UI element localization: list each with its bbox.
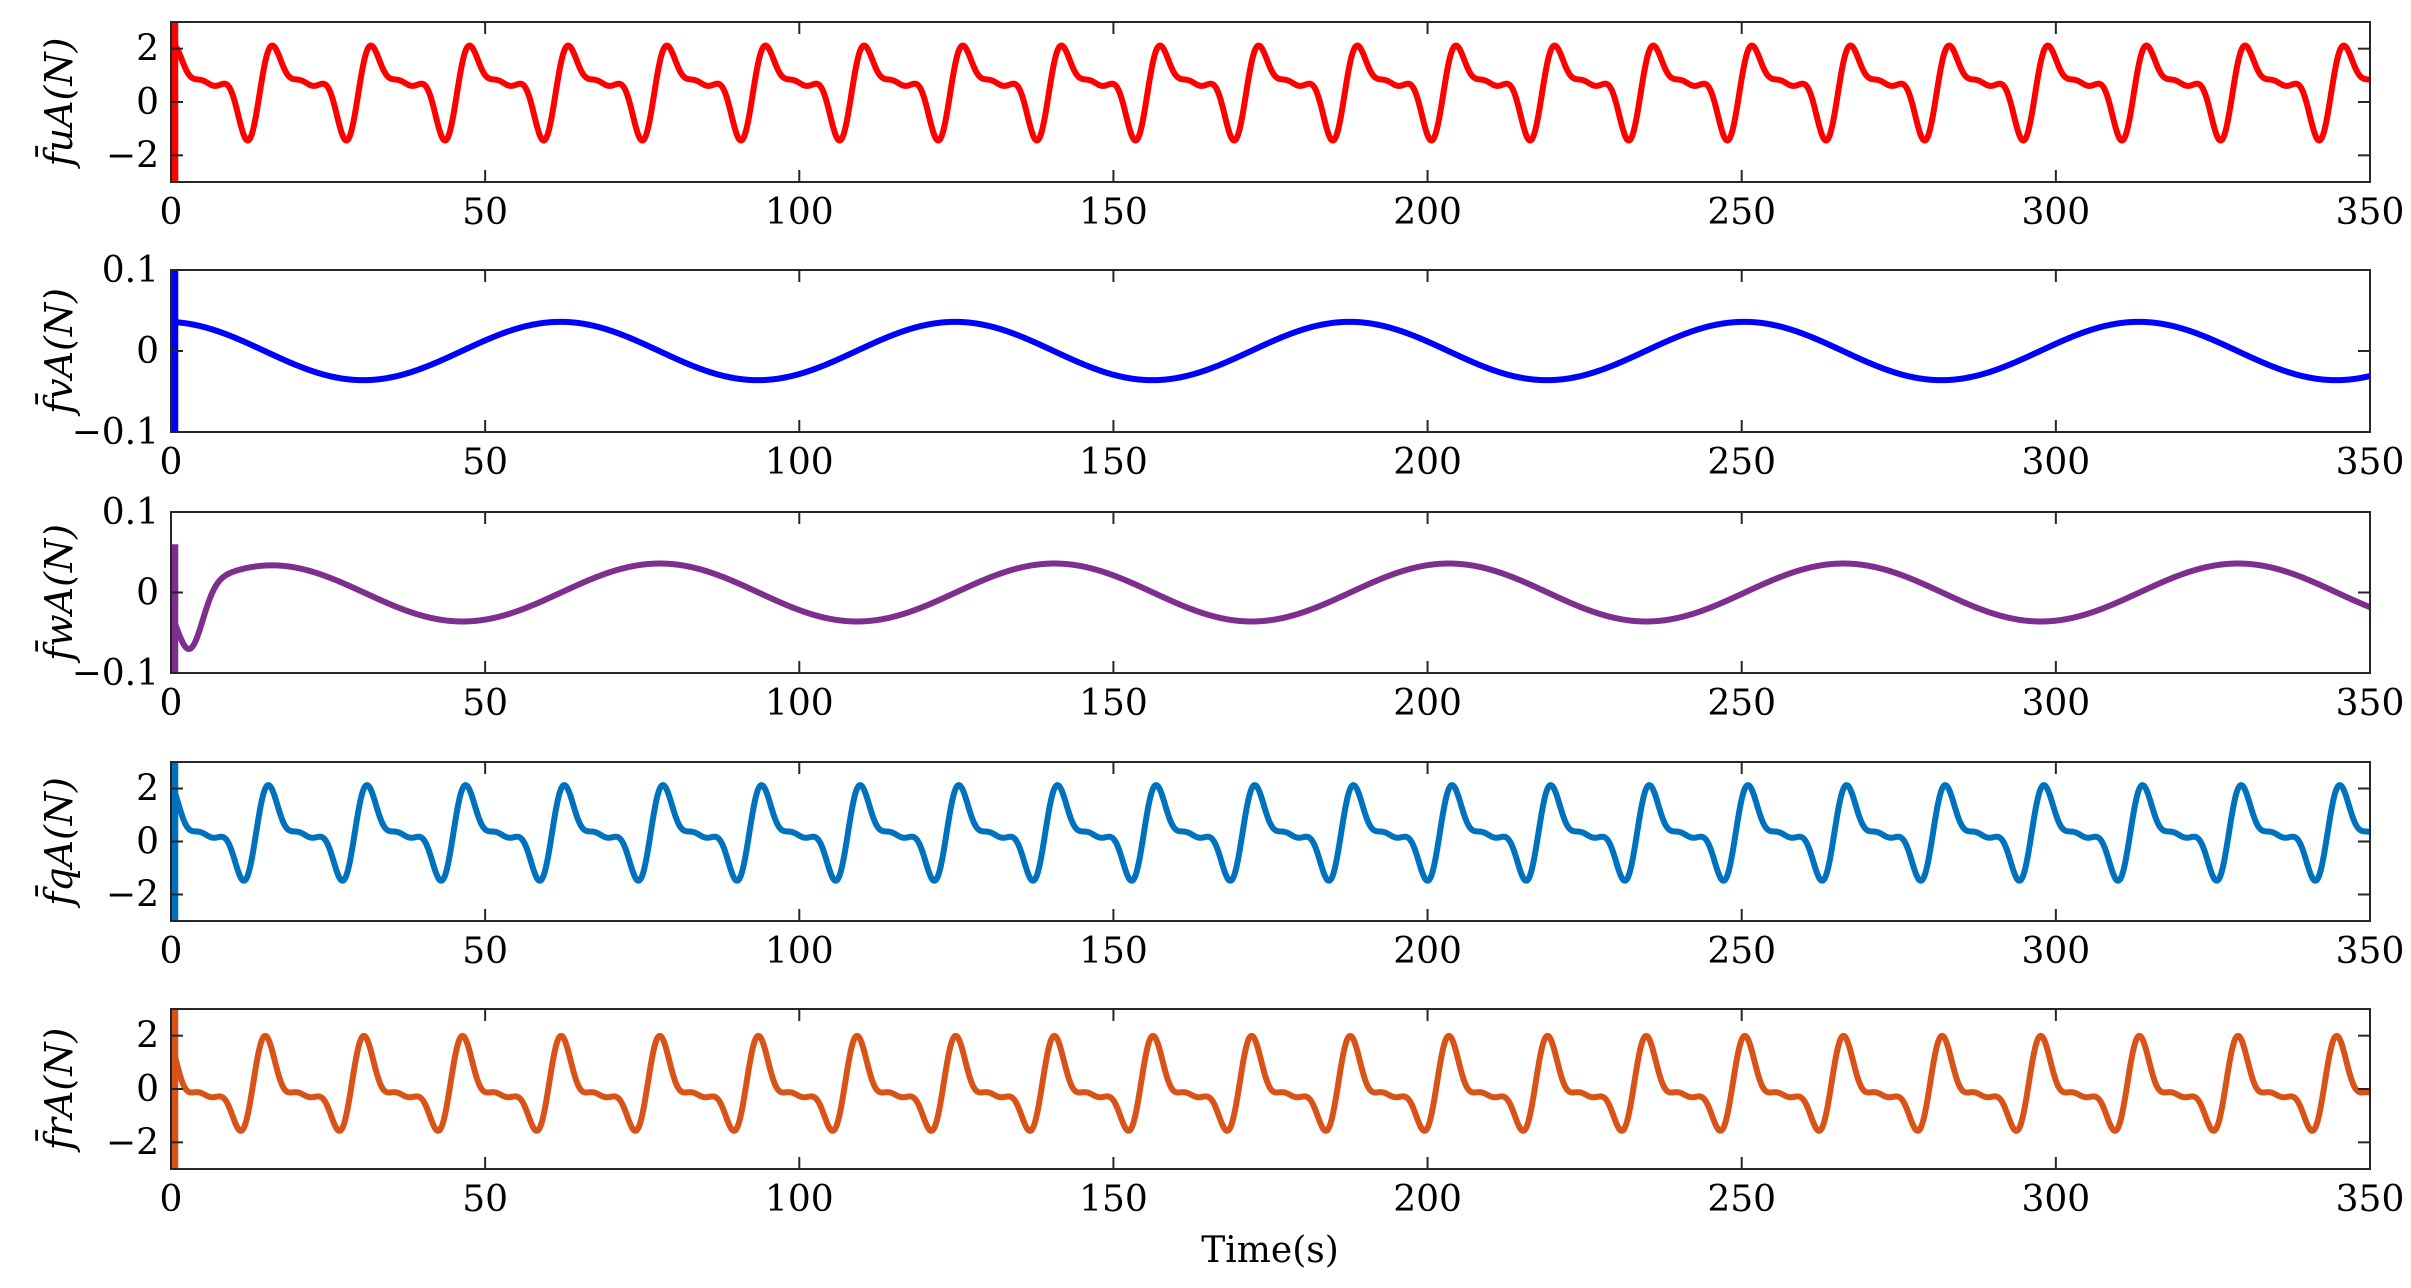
x-tick-label: 300 <box>2021 931 2090 972</box>
y-tick-label: −0.1 <box>72 412 159 453</box>
y-tick-label: 0 <box>136 822 159 863</box>
x-tick-label: 300 <box>2021 192 2090 233</box>
x-tick-label: 0 <box>160 931 183 972</box>
x-axis-label: Time(s) <box>1201 1230 1339 1271</box>
axes-box <box>170 21 2371 183</box>
x-tick-label: 150 <box>1079 931 1148 972</box>
x-tick-label: 250 <box>1707 442 1776 483</box>
y-tick-label: 2 <box>136 769 159 810</box>
x-tick-label: 0 <box>160 192 183 233</box>
x-tick-label: 350 <box>2336 192 2405 233</box>
x-tick-label: 50 <box>462 683 508 724</box>
y-axis-label: f̄rA(N) <box>36 1028 81 1154</box>
subplot-f_wA: 0 50 100 150 200 250 300 350−0.100.1f̄wA(N) <box>36 492 2405 724</box>
x-tick-label: 250 <box>1707 1179 1776 1220</box>
series-line-f_qA <box>171 782 2370 884</box>
series-line-f_vA <box>171 318 2370 384</box>
series-line-f_rA <box>171 1032 2370 1134</box>
y-tick-label: 2 <box>136 1016 159 1057</box>
x-tick-label: 250 <box>1707 192 1776 233</box>
x-tick-label: 350 <box>2336 1179 2405 1220</box>
y-tick-label: −2 <box>106 875 159 916</box>
y-tick-label: 0.1 <box>102 250 159 291</box>
x-tick-label: 50 <box>462 1179 508 1220</box>
y-axis-label: f̄vA(N) <box>36 288 81 417</box>
y-tick-label: 0 <box>136 573 159 614</box>
x-tick-label: 100 <box>765 192 834 233</box>
x-tick-label: 350 <box>2336 931 2405 972</box>
y-tick-label: 2 <box>136 29 159 70</box>
x-tick-label: 200 <box>1393 683 1462 724</box>
y-tick-label: −2 <box>106 1122 159 1163</box>
x-tick-label: 300 <box>2021 1179 2090 1220</box>
x-tick-label: 0 <box>160 442 183 483</box>
x-tick-label: 300 <box>2021 442 2090 483</box>
x-tick-label: 100 <box>765 683 834 724</box>
y-tick-label: −0.1 <box>72 653 159 694</box>
x-tick-label: 350 <box>2336 683 2405 724</box>
y-axis-label: f̄qA(N) <box>36 777 81 909</box>
x-tick-label: 0 <box>160 683 183 724</box>
axes-box <box>170 511 2371 674</box>
y-axis-label: f̄wA(N) <box>36 524 81 664</box>
y-tick-label: 0.1 <box>102 492 159 533</box>
x-tick-label: 0 <box>160 1179 183 1220</box>
x-tick-label: 150 <box>1079 192 1148 233</box>
y-tick-label: 0 <box>136 82 159 123</box>
x-tick-label: 250 <box>1707 683 1776 724</box>
x-tick-label: 200 <box>1393 442 1462 483</box>
series-line-f_wA <box>171 560 2370 653</box>
subplot-f_vA: 0 50 100 150 200 250 300 350−0.100.1f̄vA(N) <box>36 250 2405 483</box>
x-tick-label: 100 <box>765 442 834 483</box>
y-tick-label: 0 <box>136 1069 159 1110</box>
series-line-f_uA <box>171 42 2370 144</box>
x-tick-label: 150 <box>1079 442 1148 483</box>
y-tick-label: 0 <box>136 331 159 372</box>
x-tick-label: 150 <box>1079 1179 1148 1220</box>
y-axis-label: f̄uA(N) <box>36 38 81 170</box>
x-tick-label: 50 <box>462 442 508 483</box>
x-tick-label: 50 <box>462 931 508 972</box>
x-tick-label: 50 <box>462 192 508 233</box>
x-tick-label: 300 <box>2021 683 2090 724</box>
y-tick-label: −2 <box>106 135 159 176</box>
x-tick-label: 350 <box>2336 442 2405 483</box>
x-tick-label: 250 <box>1707 931 1776 972</box>
x-tick-label: 200 <box>1393 1179 1462 1220</box>
x-tick-label: 200 <box>1393 931 1462 972</box>
x-tick-label: 200 <box>1393 192 1462 233</box>
x-tick-label: 150 <box>1079 683 1148 724</box>
x-tick-label: 100 <box>765 931 834 972</box>
x-tick-label: 100 <box>765 1179 834 1220</box>
